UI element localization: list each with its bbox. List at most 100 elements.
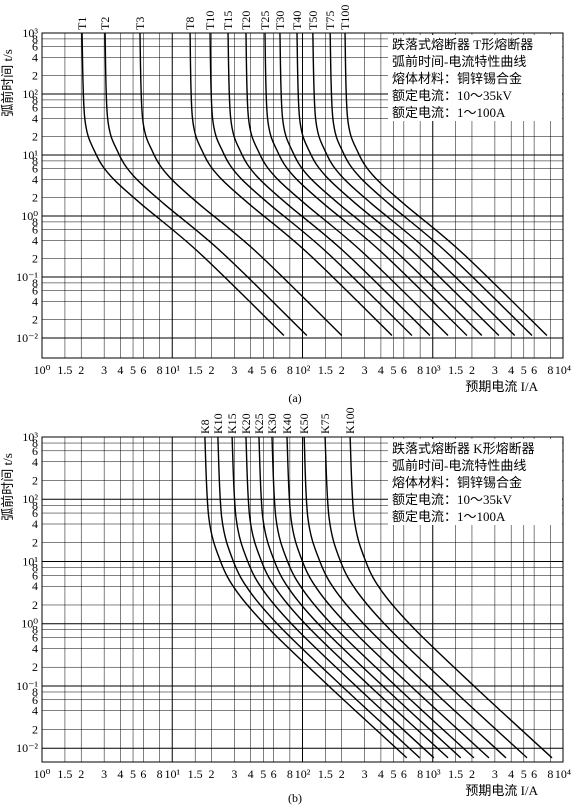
x-tick-label: 3: [101, 767, 107, 781]
x-tick-label: 5: [260, 363, 266, 377]
y-tick-label: 10²: [22, 87, 38, 101]
y-tick-label: 4: [32, 294, 38, 308]
x-tick-label: 3: [362, 767, 368, 781]
x-tick-label: 2: [208, 767, 214, 781]
y-tick-label: 2: [32, 252, 38, 266]
x-tick-label: 5: [130, 767, 136, 781]
caption: (b): [288, 791, 302, 805]
y-tick-label: 6: [32, 506, 38, 520]
annotation: 弧前时间-电流特性曲线: [392, 458, 526, 473]
x-tick-label: 8: [417, 767, 423, 781]
curve-label: T3: [133, 17, 147, 30]
x-tick-label: 10⁰: [34, 767, 51, 781]
x-tick-label: 2: [208, 363, 214, 377]
x-axis-label: 预期电流 I/A: [465, 783, 538, 798]
y-tick-label: 6: [32, 40, 38, 54]
x-tick-label: 2: [339, 363, 345, 377]
x-tick-label: 10⁴: [555, 767, 571, 781]
x-tick-label: 6: [271, 767, 277, 781]
y-tick-label: 4: [32, 172, 38, 186]
x-tick-label: 8: [287, 363, 293, 377]
fuse-curve: [258, 436, 462, 759]
x-tick-label: 6: [271, 363, 277, 377]
curve-label: K75: [318, 413, 332, 434]
x-tick-label: 1.5: [57, 767, 72, 781]
y-tick-label: 8: [32, 561, 38, 575]
fuse-curve: [303, 436, 507, 759]
fuse-curve: [81, 32, 285, 336]
y-tick-label: 6: [32, 631, 38, 645]
x-tick-label: 2: [469, 767, 475, 781]
x-tick-label: 5: [391, 767, 397, 781]
y-tick-label: 8: [32, 215, 38, 229]
curve-label: T10: [203, 11, 217, 30]
y-tick-label: 6: [32, 101, 38, 115]
x-axis-label: 预期电流 I/A: [465, 379, 538, 394]
annotation: 熔体材料：铜锌锡合金: [392, 475, 522, 490]
y-tick-label: 4: [32, 579, 38, 593]
x-tick-label: 4: [117, 363, 123, 377]
x-tick-label: 10¹: [164, 363, 180, 377]
y-tick-label: 2: [32, 474, 38, 488]
curve-label: T25: [258, 11, 272, 30]
x-tick-label: 5: [260, 767, 266, 781]
annotation: 额定电流：1～100A: [392, 105, 506, 120]
y-tick-label: 2: [32, 191, 38, 205]
y-tick-label: 4: [32, 233, 38, 247]
curve-label: T1: [75, 17, 89, 30]
y-tick-label: 8: [32, 276, 38, 290]
fuse-curve: [209, 32, 413, 336]
annotation: 跌落式熔断器 K形熔断器: [392, 441, 535, 456]
x-tick-label: 5: [521, 363, 527, 377]
fuse-curve: [227, 32, 431, 336]
x-tick-label: 6: [401, 363, 407, 377]
fuse-curve: [189, 32, 393, 336]
x-tick-label: 1.5: [188, 363, 203, 377]
curve-label: T40: [290, 11, 304, 30]
fuse-curve: [324, 436, 528, 759]
y-tick-label: 10⁻²: [16, 331, 38, 345]
fuse-curve: [264, 32, 468, 336]
x-tick-label: 4: [378, 767, 384, 781]
y-tick-label: 4: [32, 111, 38, 125]
fuse-curve: [139, 32, 343, 336]
y-tick-label: 6: [32, 693, 38, 707]
x-tick-label: 10⁰: [34, 363, 51, 377]
x-tick-label: 5: [391, 363, 397, 377]
annotation: 额定电流：10～35kV: [392, 492, 513, 507]
fuse-curve: [231, 436, 435, 759]
fuse-curve: [329, 32, 533, 336]
x-tick-label: 10³: [425, 363, 441, 377]
plot-frame: [41, 32, 564, 359]
x-tick-label: 5: [130, 363, 136, 377]
fuse-curve: [312, 32, 516, 336]
x-tick-label: 1.5: [448, 363, 463, 377]
y-tick-label: 10⁻²: [16, 741, 38, 755]
y-tick-label: 8: [32, 154, 38, 168]
x-tick-label: 6: [531, 767, 537, 781]
y-tick-label: 10¹: [22, 148, 38, 162]
fuse-curve: [245, 436, 449, 759]
x-tick-label: 3: [231, 767, 237, 781]
plot-frame: [41, 436, 564, 763]
x-tick-label: 3: [231, 363, 237, 377]
x-tick-label: 8: [157, 767, 163, 781]
curve-label: T8: [183, 17, 197, 30]
x-tick-label: 10⁴: [555, 363, 571, 377]
x-tick-label: 4: [248, 363, 254, 377]
x-tick-label: 2: [339, 767, 345, 781]
fuse-curve: [217, 436, 421, 759]
y-tick-label: 2: [32, 130, 38, 144]
y-tick-label: 8: [32, 498, 38, 512]
fuse-curve: [204, 436, 408, 759]
x-tick-label: 1.5: [57, 363, 72, 377]
x-tick-label: 1.5: [318, 363, 333, 377]
x-tick-label: 2: [469, 363, 475, 377]
fuse-curve: [286, 436, 490, 759]
x-tick-label: 2: [78, 363, 84, 377]
y-tick-label: 2: [32, 313, 38, 327]
curve-label: K8: [198, 419, 212, 434]
annotation: 额定电流：1～100A: [392, 509, 506, 524]
annotation: 额定电流：10～35kV: [392, 88, 513, 103]
